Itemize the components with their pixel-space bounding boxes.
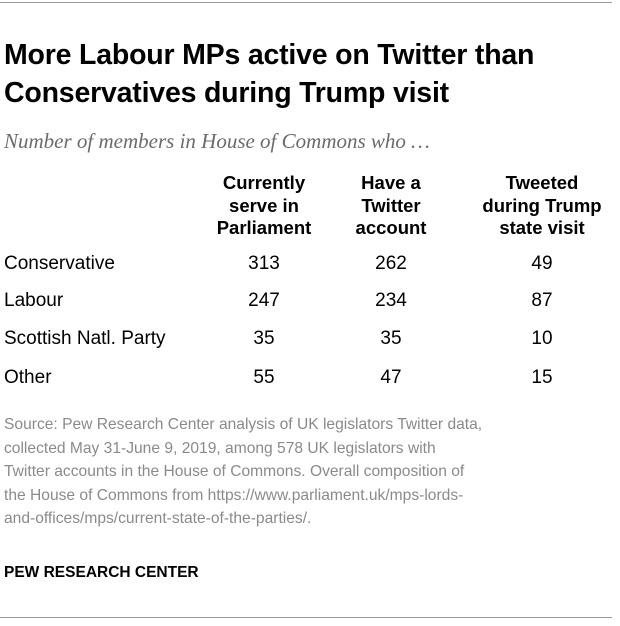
table-cell-have-twitter: 47 [380, 367, 402, 388]
column-header-line: account [355, 217, 427, 238]
row-label: Labour [4, 290, 64, 311]
column-header-currently-serve: Currently serve in Parliament [189, 172, 339, 240]
chart-subtitle: Number of members in House of Commons wh… [4, 129, 430, 153]
table-row-labour: Labour 247 234 87 [0, 287, 620, 315]
table-cell-currently-serve: 55 [253, 367, 275, 388]
table-cell-tweeted: 49 [531, 253, 553, 274]
chart-title-line-2: Conservatives during Trump visit [4, 77, 449, 109]
chart-title-line-1: More Labour MPs active on Twitter than [4, 39, 535, 71]
table-cell-have-twitter: 262 [375, 253, 407, 274]
row-label: Conservative [4, 253, 115, 274]
column-header-line: during Trump [482, 194, 602, 216]
column-header-line: Tweeted [505, 172, 579, 193]
column-header-line: state visit [499, 217, 585, 238]
top-divider [0, 2, 612, 3]
table-cell-currently-serve: 35 [253, 328, 275, 349]
column-header-tweeted-during-visit: Tweeted during Trump state visit [467, 172, 617, 240]
column-header-line: Have a [361, 172, 421, 193]
row-label: Scottish Natl. Party [4, 328, 166, 349]
table-row-other: Other 55 47 15 [0, 364, 620, 392]
column-header-line: Currently [222, 172, 306, 193]
table-cell-tweeted: 10 [531, 328, 553, 349]
table-cell-tweeted: 87 [531, 290, 553, 311]
source-note-line: Twitter accounts in the House of Commons… [4, 463, 465, 480]
column-header-line: Parliament [216, 217, 312, 238]
brand-credit: PEW RESEARCH CENTER [4, 564, 199, 581]
table-row-scottish-natl-party: Scottish Natl. Party 35 35 10 [0, 325, 620, 353]
table-row-conservative: Conservative 313 262 49 [0, 250, 620, 278]
row-label: Other [4, 367, 52, 388]
chart-title: More Labour MPs active on Twitter than C… [4, 36, 614, 112]
column-header-line: serve in [229, 194, 299, 216]
bottom-divider [0, 617, 612, 618]
source-note-line: and-offices/mps/current-state-of-the-par… [4, 510, 312, 527]
table-cell-currently-serve: 247 [248, 290, 280, 311]
source-note-line: Source: Pew Research Center analysis of … [4, 416, 483, 433]
source-note-line: the House of Commons from https://www.pa… [4, 486, 464, 504]
source-note: Source: Pew Research Center analysis of … [4, 413, 616, 531]
table-cell-have-twitter: 234 [375, 290, 407, 311]
source-note-line: collected May 31-June 9, 2019, among 578… [4, 439, 436, 457]
table-cell-have-twitter: 35 [380, 328, 402, 349]
column-header-line: Twitter [361, 194, 421, 216]
table-cell-currently-serve: 313 [248, 253, 280, 274]
column-header-have-twitter: Have a Twitter account [316, 172, 466, 240]
table-cell-tweeted: 15 [531, 367, 553, 388]
